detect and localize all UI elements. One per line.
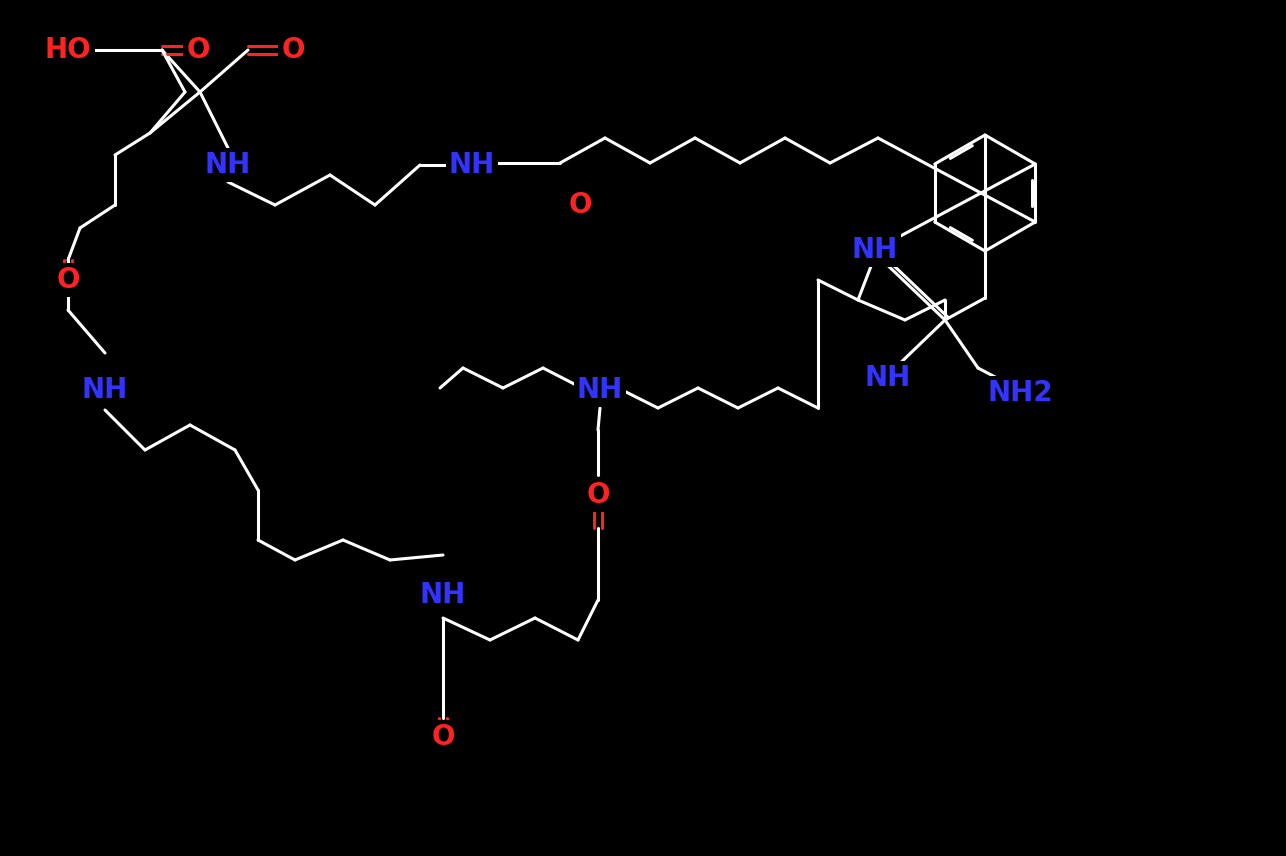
Text: NH: NH xyxy=(82,376,129,404)
Text: NH: NH xyxy=(204,151,251,179)
Text: O: O xyxy=(57,266,80,294)
Text: O: O xyxy=(568,191,592,219)
Text: O: O xyxy=(186,36,210,64)
Text: NH: NH xyxy=(419,581,466,609)
Text: NH: NH xyxy=(851,236,898,264)
Text: HO: HO xyxy=(45,36,91,64)
Text: NH: NH xyxy=(865,364,910,392)
Text: NH: NH xyxy=(449,151,495,179)
Text: NH2: NH2 xyxy=(988,379,1053,407)
Text: NH: NH xyxy=(577,376,624,404)
Text: O: O xyxy=(586,481,610,509)
Text: O: O xyxy=(431,723,455,751)
Text: O: O xyxy=(282,36,305,64)
